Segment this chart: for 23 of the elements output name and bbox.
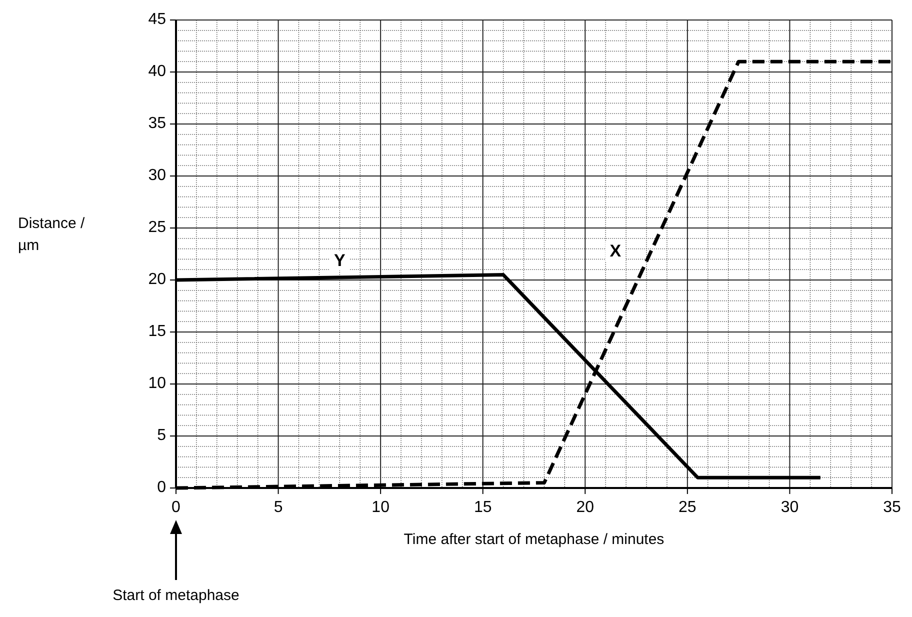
y-tick-label: 40 xyxy=(148,63,166,80)
y-tick-label: 5 xyxy=(157,427,166,444)
series-label: Y xyxy=(334,250,346,270)
x-tick-label: 0 xyxy=(172,499,181,516)
x-tick-label: 30 xyxy=(780,499,799,516)
x-axis-title: Time after start of metaphase / minutes xyxy=(404,531,664,548)
series-label: X xyxy=(610,242,622,261)
x-tick-label: 25 xyxy=(678,499,696,516)
y-tick-label: 25 xyxy=(148,219,166,236)
y-tick-label: 35 xyxy=(148,115,166,132)
x-tick-label: 15 xyxy=(474,499,492,516)
x-tick-label: 10 xyxy=(372,499,390,516)
y-tick-label: 30 xyxy=(148,167,166,184)
y-tick-label: 20 xyxy=(148,271,166,288)
x-tick-label: 5 xyxy=(274,499,283,516)
y-tick-label: 15 xyxy=(148,323,166,340)
y-tick-label: 45 xyxy=(148,11,166,28)
text: Start of metaphase xyxy=(112,587,240,604)
y-tick-label: 10 xyxy=(148,375,166,392)
x-tick-label: 20 xyxy=(576,499,594,516)
y-tick-label: 0 xyxy=(157,479,166,496)
y-axis-title: Distance / µm xyxy=(18,215,86,254)
x-tick-label: 35 xyxy=(883,499,901,516)
